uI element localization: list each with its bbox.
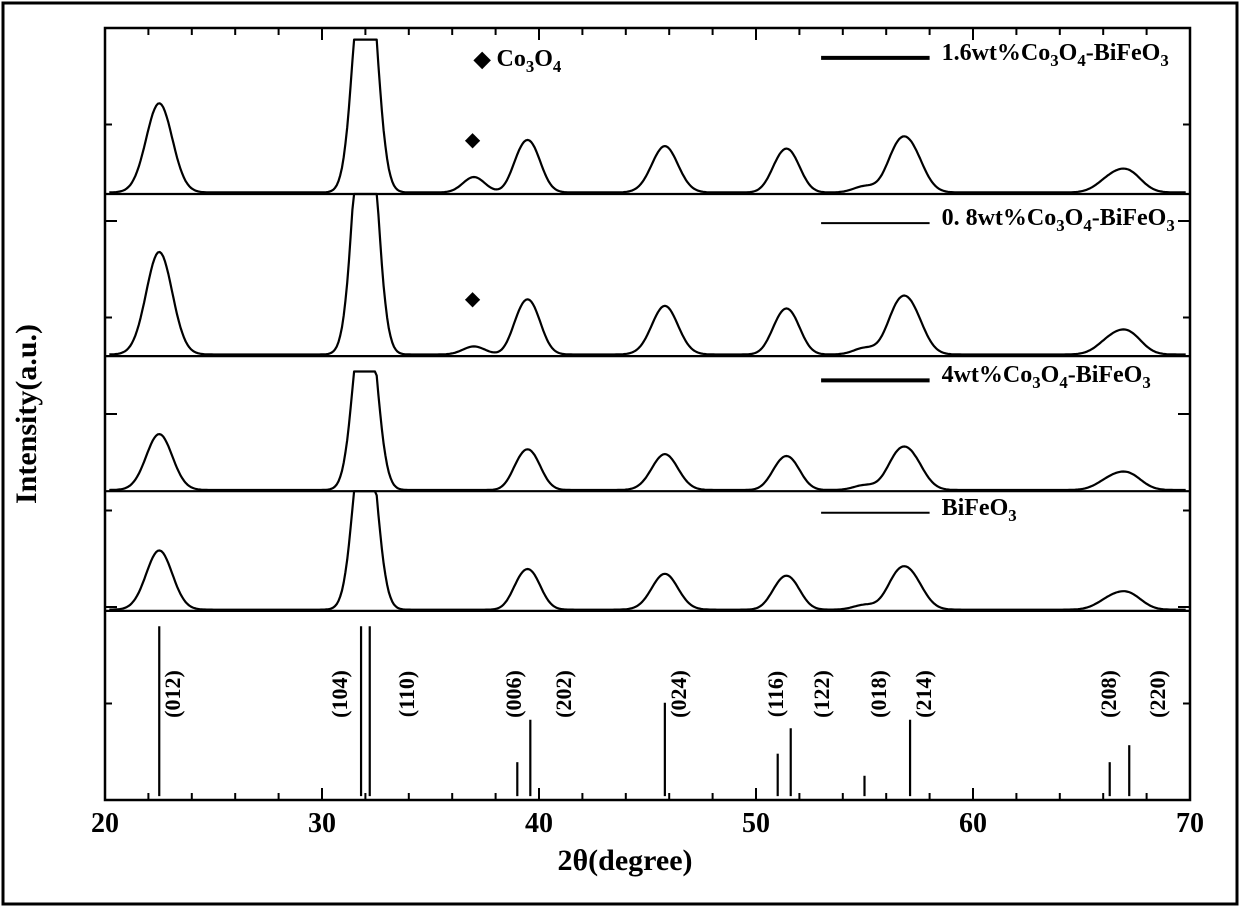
xrd-chart: 1.6wt%Co3O4-BiFeO30. 8wt%Co3O4-BiFeO34wt… — [0, 0, 1240, 907]
plot-frame — [105, 28, 1190, 800]
chart-svg — [0, 0, 1240, 907]
